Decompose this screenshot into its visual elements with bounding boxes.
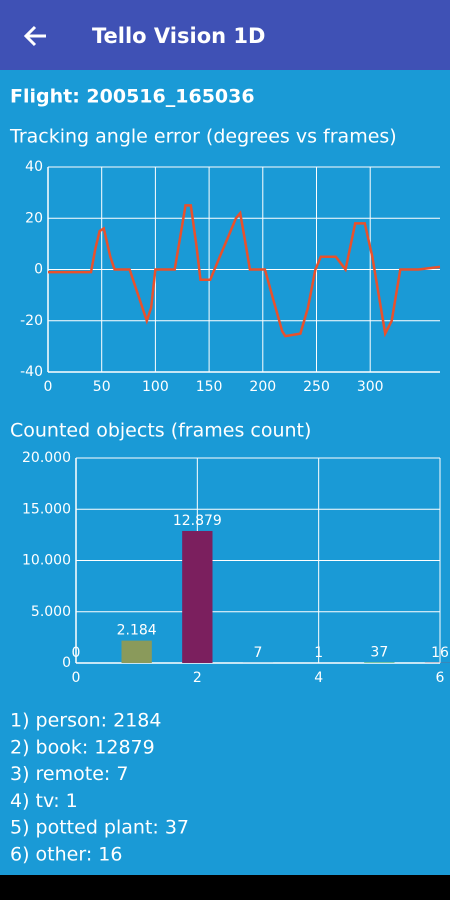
y-tick-label: 10.000 [22, 553, 71, 569]
y-tick-label: 0 [62, 655, 71, 671]
x-tick-label: 0 [44, 379, 53, 395]
y-tick-label: 5.000 [31, 604, 71, 620]
count-item: 6) other: 16 [10, 844, 122, 866]
x-tick-label: 0 [72, 670, 81, 686]
value-label: 16 [431, 645, 449, 661]
flight-label: Flight: 200516_165036 [10, 86, 255, 108]
line-series [48, 204, 441, 338]
value-label: 1 [314, 645, 323, 661]
y-tick-label: 20.000 [22, 450, 71, 466]
count-item: 2) book: 12879 [10, 736, 155, 758]
count-item: 5) potted plant: 37 [10, 817, 189, 839]
chart-title: Tracking angle error (degrees vs frames) [9, 126, 397, 148]
back-button[interactable] [23, 25, 46, 47]
back-arrow[interactable] [23, 25, 46, 47]
value-label: 7 [254, 645, 263, 661]
x-tick-label: 50 [93, 379, 111, 395]
y-tick-label: -20 [20, 313, 43, 329]
value-label: 12.879 [173, 513, 222, 529]
app-title: Tello Vision 1D [92, 24, 265, 48]
x-tick-label: 150 [196, 379, 223, 395]
value-label: 2.184 [117, 623, 157, 639]
count-item: 1) person: 2184 [10, 710, 161, 732]
app-bar [0, 0, 450, 70]
value-label: 0 [72, 645, 81, 661]
count-item: 4) tv: 1 [10, 790, 78, 812]
x-tick-label: 250 [303, 379, 330, 395]
y-tick-label: -40 [20, 364, 43, 380]
y-tick-label: 20 [25, 210, 43, 226]
chart-title: Counted objects (frames count) [10, 420, 311, 442]
x-tick-label: 4 [314, 670, 323, 686]
bar [182, 530, 213, 663]
x-tick-label: 100 [142, 379, 169, 395]
count-item: 3) remote: 7 [10, 763, 128, 785]
y-tick-label: 15.000 [22, 501, 71, 517]
x-tick-label: 6 [436, 670, 445, 686]
y-tick-label: 40 [25, 159, 43, 175]
y-tick-label: 0 [34, 262, 43, 278]
x-tick-label: 2 [193, 670, 202, 686]
x-tick-label: 300 [357, 379, 384, 395]
bar [121, 640, 152, 663]
nav-bar [0, 875, 450, 900]
x-tick-label: 200 [249, 379, 276, 395]
value-label: 37 [370, 645, 388, 661]
